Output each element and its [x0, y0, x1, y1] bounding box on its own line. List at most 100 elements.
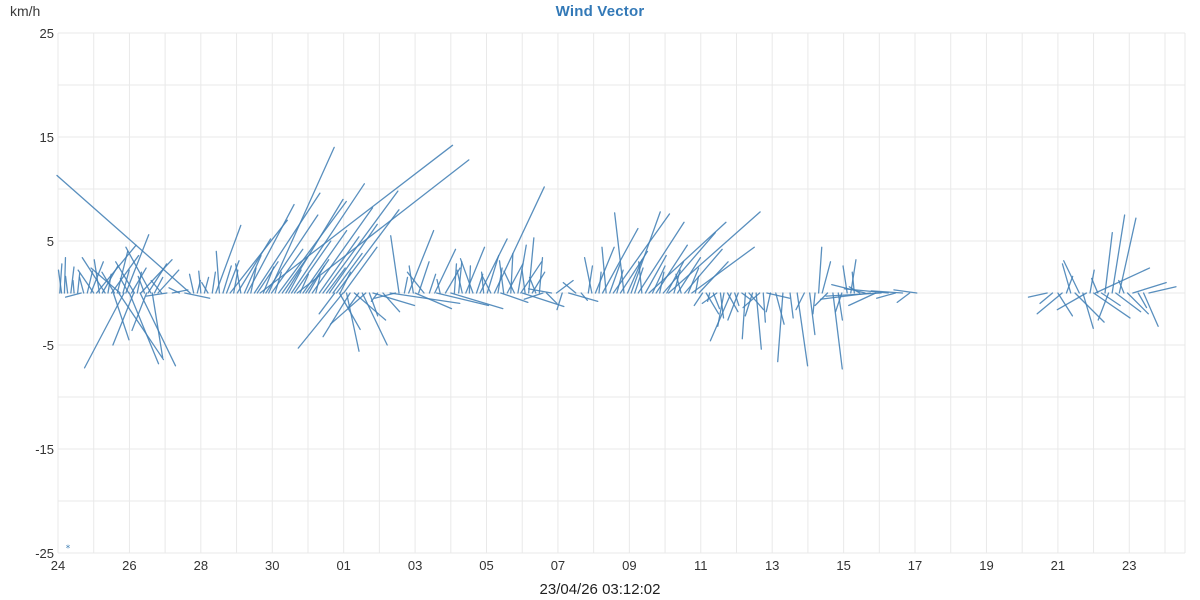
- wind-vector-line: [709, 292, 732, 342]
- wind-vector-line: [727, 292, 739, 321]
- wind-vector-line: [115, 261, 136, 294]
- wind-vector-line: [765, 292, 772, 313]
- wind-vector-line: [288, 269, 302, 294]
- wind-vector-line: [468, 265, 472, 294]
- wind-vector-line: [290, 183, 365, 294]
- wind-vector-line: [278, 200, 347, 294]
- wind-vector-line: [1100, 292, 1121, 307]
- wind-vector-line: [1142, 292, 1159, 327]
- wind-vector-line: [1036, 292, 1063, 315]
- wind-vector-line: [742, 292, 761, 309]
- wind-vector-line: [673, 269, 681, 294]
- wind-vector-line: [389, 292, 461, 305]
- wind-vector-line: [151, 292, 164, 359]
- wind-vector-line: [1061, 263, 1072, 294]
- wind-vector-line: [775, 292, 785, 325]
- wind-vector-line: [188, 273, 195, 294]
- wind-vector-line: [893, 289, 918, 294]
- wind-vector-line: [456, 269, 463, 294]
- wind-vector-line: [1056, 292, 1088, 311]
- wind-vector-line: [521, 268, 526, 294]
- wind-vector-line: [318, 292, 336, 315]
- wind-vector-line: [1092, 292, 1131, 319]
- wind-vector-line: [234, 263, 242, 294]
- wind-vector-line: [339, 271, 352, 294]
- wind-vector-line: [594, 246, 615, 294]
- wind-vector-line: [325, 267, 346, 294]
- wind-vector-line: [390, 235, 400, 294]
- wind-vector-line: [293, 240, 332, 294]
- y-tick-label: -25: [35, 546, 54, 561]
- y-tick-label: -15: [35, 442, 54, 457]
- wind-vector-line: [521, 292, 565, 308]
- wind-vector-line: [315, 275, 321, 294]
- wind-vector-line: [296, 159, 470, 294]
- wind-vector-line: [56, 174, 191, 294]
- wind-vector-line: [64, 292, 82, 298]
- wind-vector-line: [630, 211, 661, 294]
- wind-vector-line: [322, 292, 351, 338]
- wind-vector-line: [498, 260, 505, 294]
- wind-vector-line: [741, 292, 747, 340]
- wind-vector-line: [130, 267, 147, 294]
- wind-vector-line: [667, 211, 761, 294]
- wind-vector-line: [322, 190, 399, 294]
- x-tick-label: 19: [979, 558, 993, 573]
- wind-vector-line: [755, 292, 762, 350]
- x-tick-label: 30: [265, 558, 279, 573]
- x-tick-label: 17: [908, 558, 922, 573]
- wind-vector-line: [500, 292, 529, 304]
- x-tick-label: 28: [194, 558, 208, 573]
- wind-vector-line: [211, 271, 217, 294]
- wind-vector-line: [428, 273, 437, 294]
- wind-vector-line: [459, 258, 474, 294]
- wind-vector-line: [1063, 260, 1080, 294]
- wind-vector-line: [285, 198, 344, 294]
- wind-vector-line: [122, 269, 130, 294]
- wind-vector-line: [215, 250, 221, 294]
- wind-vector-line: [408, 229, 435, 294]
- x-tick-label: 01: [336, 558, 350, 573]
- x-tick-label: 07: [551, 558, 565, 573]
- wind-vector-line: [90, 267, 121, 294]
- x-tick-label: 11: [694, 558, 708, 573]
- wind-vector-line: [698, 261, 729, 294]
- x-tick-label: 21: [1051, 558, 1065, 573]
- wind-vector-line: [1132, 281, 1167, 294]
- wind-vector-line: [523, 292, 544, 300]
- wind-vector-line: [609, 263, 621, 294]
- wind-vector-line: [701, 292, 718, 305]
- wind-vector-line: [305, 259, 330, 294]
- wind-vector-line: [1104, 232, 1113, 294]
- wind-vector-line: [480, 271, 485, 294]
- wind-vector-line: [538, 256, 544, 294]
- wind-vector-line: [744, 292, 754, 317]
- wind-vector-line: [458, 261, 463, 294]
- wind-vector-line: [1118, 279, 1125, 294]
- wind-vector-line: [634, 267, 644, 294]
- x-tick-label: 26: [122, 558, 136, 573]
- wind-vector-line: [1090, 277, 1099, 294]
- x-tick-label: 15: [836, 558, 850, 573]
- wind-vector-line: [1039, 292, 1054, 305]
- wind-vector-line: [503, 270, 516, 294]
- wind-vector-line: [583, 256, 593, 294]
- wind-vector-line: [236, 238, 272, 294]
- wind-vector-line: [57, 269, 63, 294]
- y-axis-unit-label: km/h: [10, 3, 41, 19]
- wind-vector-line: [693, 292, 704, 307]
- wind-vector-line: [318, 236, 360, 294]
- x-axis-tick-labels: 24 26 28 30 01 03 05 07 09 11 13 15 17 19 21 23: [51, 558, 1137, 573]
- wind-vector-line: [374, 292, 397, 299]
- wind-vector-line: [1148, 286, 1177, 294]
- wind-vector-line: [651, 265, 666, 294]
- x-tick-label: 09: [622, 558, 636, 573]
- wind-vector-line: [1111, 214, 1126, 294]
- wind-vector-line: [644, 254, 667, 294]
- wind-vector-line: [436, 278, 441, 294]
- x-tick-label: 23: [1122, 558, 1136, 573]
- wind-vector-line: [118, 292, 165, 361]
- wind-vector-line: [308, 265, 325, 294]
- wind-vector-line: [86, 270, 94, 294]
